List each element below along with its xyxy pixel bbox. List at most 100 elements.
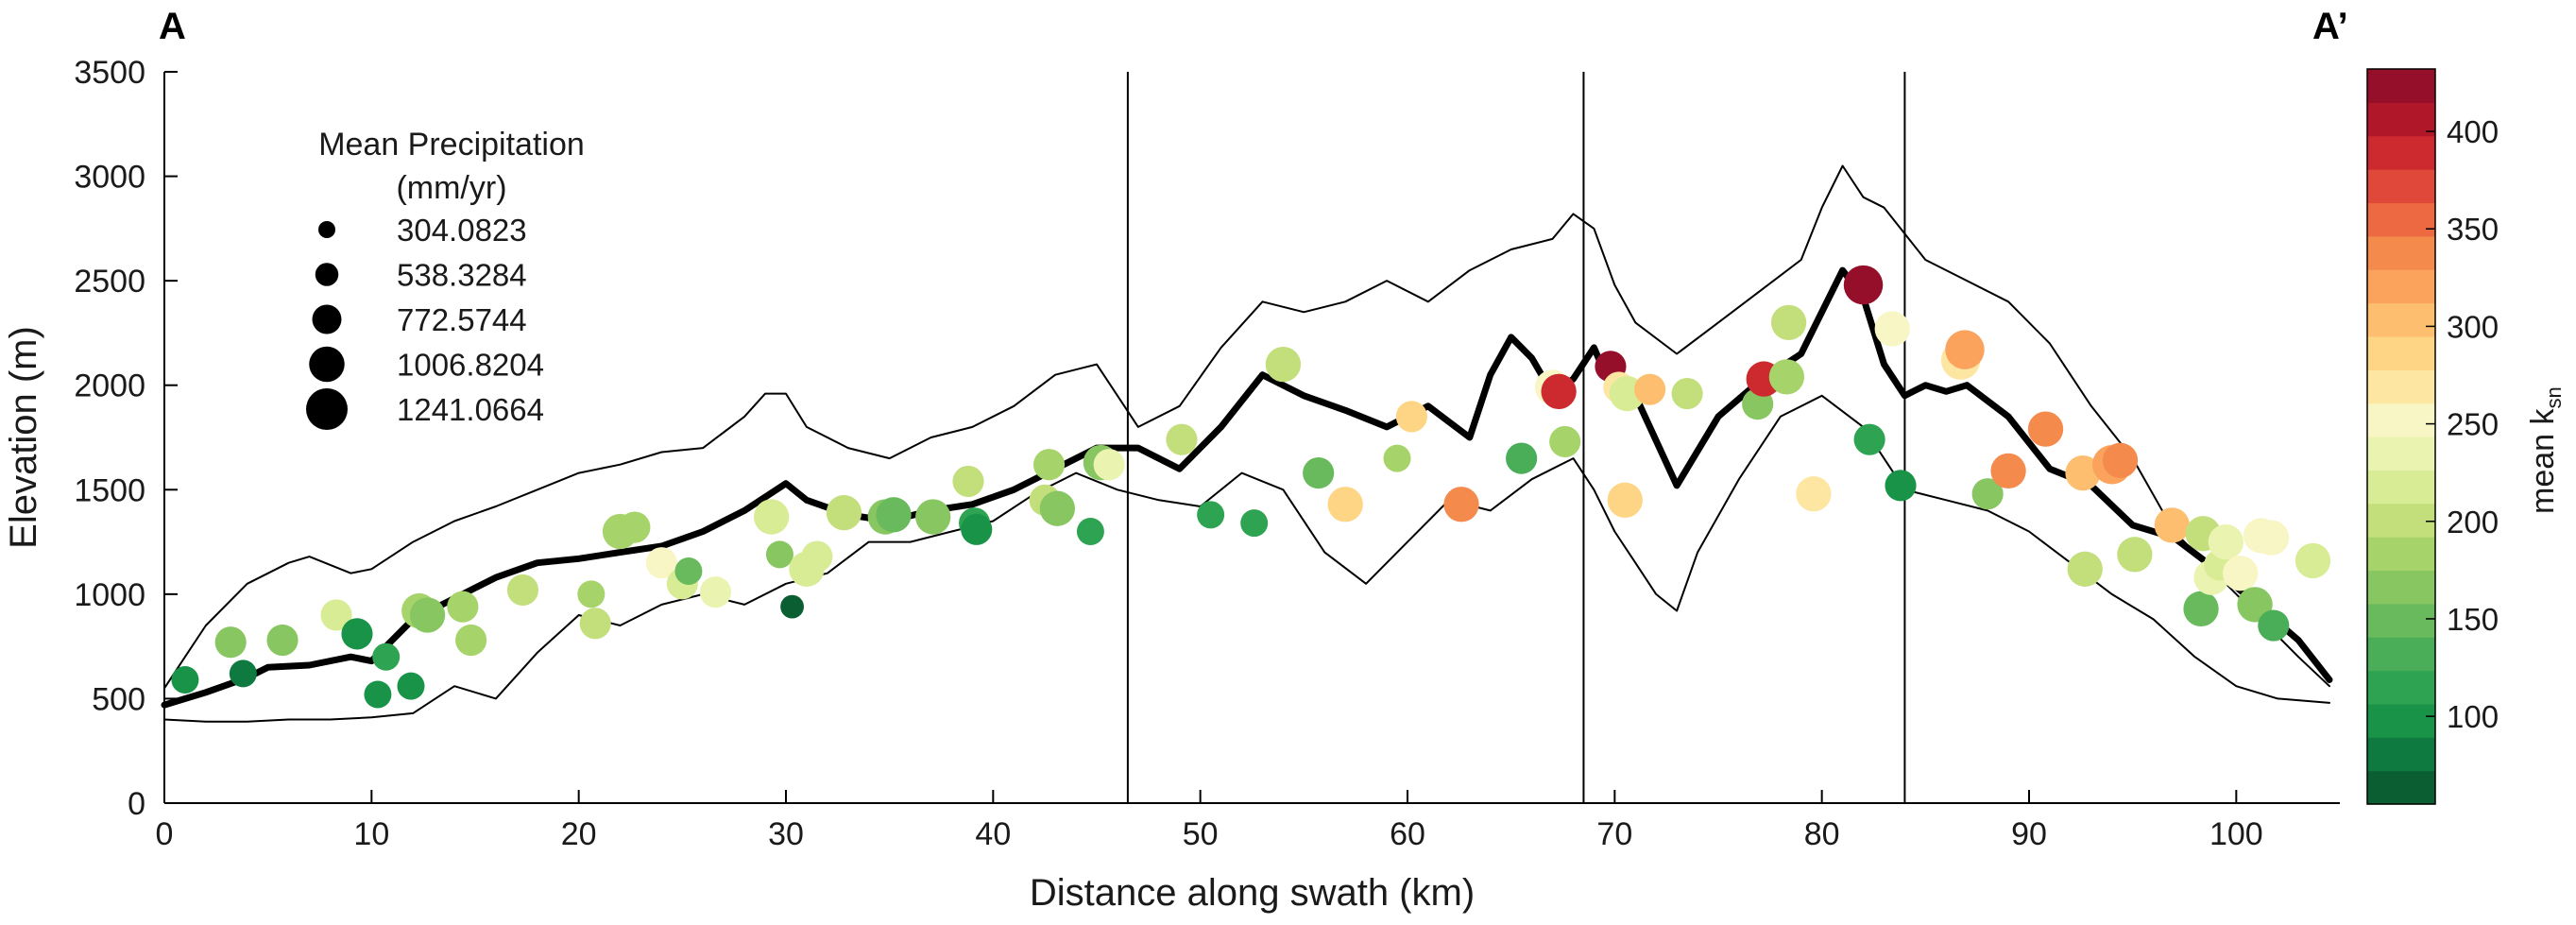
basin-point — [1383, 444, 1411, 472]
x-tick-label: 80 — [1804, 816, 1840, 852]
colorbar-segment — [2367, 603, 2435, 638]
basin-point — [1607, 482, 1643, 518]
basin-point — [619, 511, 651, 543]
basin-point — [780, 594, 804, 619]
x-tick-label: 90 — [2011, 816, 2047, 852]
basin-point — [1076, 518, 1104, 546]
basin-point — [753, 499, 790, 535]
basin-point — [2258, 609, 2290, 642]
basin-point — [1395, 401, 1427, 433]
basin-point — [1443, 487, 1479, 522]
basin-point — [2065, 454, 2101, 491]
y-tick-label: 3000 — [74, 160, 145, 196]
basin-point — [1990, 453, 2026, 489]
size-legend-units: (mm/yr) — [396, 170, 506, 206]
basin-point — [577, 580, 606, 608]
basin-point — [801, 540, 833, 573]
basin-point — [915, 499, 951, 535]
x-tick-label: 60 — [1390, 816, 1425, 852]
x-tick-label: 0 — [156, 816, 174, 852]
colorbar-segment — [2367, 169, 2435, 204]
colorbar-segment — [2367, 369, 2435, 404]
basin-point — [372, 642, 401, 671]
basin-point — [1549, 425, 1581, 457]
basin-point — [2102, 442, 2139, 478]
colorbar-segment — [2367, 570, 2435, 605]
x-tick-label: 10 — [353, 816, 389, 852]
basin-point — [1634, 373, 1666, 405]
basin-point — [1796, 476, 1832, 512]
x-tick-label: 70 — [1596, 816, 1632, 852]
size-legend-value: 772.5744 — [397, 302, 527, 337]
basin-point — [229, 659, 257, 688]
basin-point — [1671, 377, 1703, 410]
colorbar-tick-label: 400 — [2447, 114, 2499, 149]
x-axis-title: Distance along swath (km) — [1030, 872, 1475, 914]
size-legend-value: 1006.8204 — [397, 348, 544, 383]
x-tick-label: 20 — [561, 816, 597, 852]
colorbar-tick-label: 250 — [2447, 407, 2499, 442]
basin-point — [579, 608, 611, 640]
size-legend-value: 538.3284 — [397, 258, 527, 293]
colorbar-tick-label: 350 — [2447, 212, 2499, 247]
basin-point — [266, 624, 299, 657]
colorbar-title: mean ksn — [2525, 386, 2566, 514]
basin-point — [447, 591, 479, 623]
basin-point — [2154, 507, 2190, 543]
colorbar-segment — [2367, 335, 2435, 370]
basin-point — [699, 576, 732, 608]
basin-point — [2183, 591, 2219, 626]
basin-point — [1240, 509, 1269, 538]
basin-point — [876, 497, 912, 533]
basin-point — [1506, 442, 1538, 474]
colorbar-segment — [2367, 302, 2435, 337]
section-end-label: A’ — [2312, 6, 2348, 47]
colorbar-segment — [2367, 670, 2435, 705]
basin-point — [2027, 411, 2064, 447]
basin-point — [171, 666, 199, 694]
basin-point — [1265, 346, 1302, 383]
colorbar-tick-label: 200 — [2447, 505, 2499, 540]
colorbar-segment — [2367, 269, 2435, 304]
basin-point — [1971, 478, 2004, 510]
basin-point — [2117, 537, 2153, 573]
basin-point — [1945, 330, 1985, 369]
y-tick-label: 2500 — [74, 264, 145, 300]
basin-point — [674, 557, 703, 586]
colorbar-segment — [2367, 437, 2435, 471]
basin-point — [1770, 304, 1807, 341]
basin-point — [961, 513, 993, 545]
basin-point — [1197, 501, 1225, 529]
maximum-elevation-line — [163, 164, 2330, 690]
colorbar-tick-label: 150 — [2447, 602, 2499, 637]
basin-point — [1853, 423, 1885, 455]
x-tick-label: 50 — [1183, 816, 1219, 852]
colorbar-segment — [2367, 135, 2435, 170]
basin-point — [952, 465, 984, 498]
size-legend-marker — [309, 346, 345, 383]
basin-point — [364, 680, 392, 709]
basin-point — [765, 540, 793, 569]
basin-point — [2253, 520, 2290, 556]
basin-point — [1327, 487, 1363, 522]
colorbar-segment — [2367, 737, 2435, 772]
y-tick-label: 1000 — [74, 577, 145, 613]
basin-point — [1885, 470, 1917, 502]
basin-point — [320, 599, 352, 631]
y-tick-label: 0 — [128, 786, 145, 822]
basin-point — [409, 597, 446, 633]
size-legend-marker — [318, 221, 335, 238]
colorbar-segment — [2367, 537, 2435, 572]
section-start-label: A — [159, 6, 186, 47]
basin-point — [1093, 449, 1125, 481]
size-legend-marker — [312, 304, 342, 334]
basin-point — [1874, 311, 1910, 347]
basin-point — [2295, 542, 2331, 579]
x-tick-label: 40 — [975, 816, 1011, 852]
basin-point — [341, 618, 373, 650]
basin-point — [506, 574, 539, 607]
y-tick-label: 1500 — [74, 472, 145, 508]
colorbar-segment — [2367, 102, 2435, 137]
basin-point — [455, 624, 487, 657]
